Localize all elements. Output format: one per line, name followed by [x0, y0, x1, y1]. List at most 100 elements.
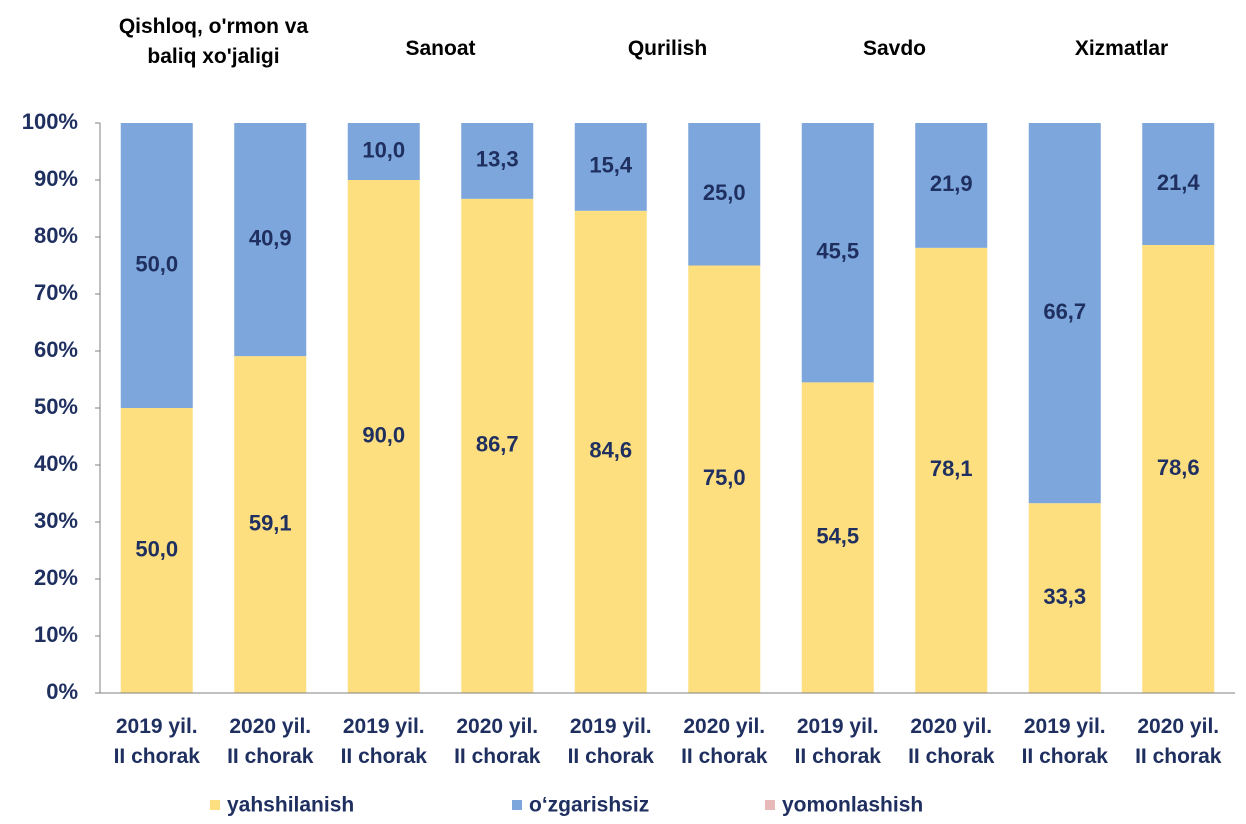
x-tick-label-line: 2019 yil.	[1024, 715, 1106, 738]
data-label: 59,1	[249, 510, 292, 535]
x-tick-label: 2020 yil. II chorak	[227, 715, 314, 768]
bar-segment	[1142, 123, 1215, 245]
x-tick-label-line: II chorak	[795, 745, 882, 768]
x-tick-label-line: 2019 yil.	[116, 715, 198, 738]
bar-segment	[574, 123, 647, 211]
legend-swatch	[210, 800, 220, 810]
x-tick-label-line: 2020 yil.	[683, 715, 765, 738]
bar-segment	[915, 123, 988, 248]
legend-label: yahshilanish	[227, 794, 354, 817]
x-tick-label-line: II chorak	[114, 745, 201, 768]
bar-segment	[347, 180, 420, 693]
group-title: Savdo	[863, 37, 926, 60]
group-title-line: Savdo	[863, 37, 926, 60]
group-title-line: Qurilish	[628, 37, 707, 60]
data-label: 66,7	[1043, 299, 1086, 324]
x-tick-label: 2020 yil. II chorak	[1135, 715, 1222, 768]
data-label: 45,5	[816, 238, 859, 263]
y-tick-label: 50%	[34, 394, 78, 419]
bar-segment	[461, 198, 534, 693]
bar-segment	[915, 247, 988, 693]
group-title-line: Sanoat	[405, 37, 475, 60]
x-tick-label-line: II chorak	[908, 745, 995, 768]
y-tick-label: 0%	[46, 679, 78, 704]
group-title-line: Xizmatlar	[1075, 37, 1168, 60]
data-label: 33,3	[1043, 584, 1086, 609]
y-tick-label: 40%	[34, 451, 78, 476]
x-tick-label-line: 2020 yil.	[229, 715, 311, 738]
data-label: 40,9	[249, 225, 292, 250]
x-tick-label: 2020 yil. II chorak	[908, 715, 995, 768]
x-tick-label-line: II chorak	[341, 745, 428, 768]
legend-label: o‘zgarishsiz	[529, 794, 649, 817]
bar-segment	[461, 123, 534, 199]
group-title: Xizmatlar	[1075, 37, 1168, 60]
x-tick-label: 2020 yil. II chorak	[681, 715, 768, 768]
data-label: 78,1	[930, 456, 973, 481]
bar-segment	[1142, 244, 1215, 694]
y-tick-label: 30%	[34, 508, 78, 533]
x-tick-label-line: 2019 yil.	[797, 715, 879, 738]
data-label: 54,5	[816, 523, 859, 548]
bar-segment	[801, 382, 874, 693]
bar-segment	[1028, 503, 1101, 693]
bar-segment	[688, 123, 761, 266]
bar-segment	[574, 210, 647, 693]
x-tick-label-line: II chorak	[1022, 745, 1109, 768]
y-tick-label: 100%	[22, 109, 78, 134]
y-tick-label: 10%	[34, 622, 78, 647]
group-title: Qishloq, o'rmon va baliq xo'jaligi	[119, 15, 309, 68]
x-tick-label-line: II chorak	[681, 745, 768, 768]
data-label: 90,0	[362, 422, 405, 447]
legend-swatch	[765, 800, 775, 810]
data-label: 75,0	[703, 465, 746, 490]
data-label: 21,9	[930, 171, 973, 196]
x-tick-label: 2019 yil. II chorak	[795, 715, 882, 768]
y-tick-label: 60%	[34, 337, 78, 362]
group-title: Qurilish	[628, 37, 707, 60]
legend-swatch	[512, 800, 522, 810]
y-tick-label: 70%	[34, 280, 78, 305]
bar-segment	[1028, 123, 1101, 504]
x-tick-label-line: II chorak	[1135, 745, 1222, 768]
data-label: 21,4	[1157, 170, 1201, 195]
bar-segment	[234, 123, 307, 357]
bar-segment	[120, 408, 193, 693]
data-label: 13,3	[476, 147, 519, 172]
data-label: 25,0	[703, 180, 746, 205]
x-tick-label-line: 2020 yil.	[456, 715, 538, 738]
data-label: 50,0	[135, 536, 178, 561]
bar-segment	[688, 265, 761, 693]
x-tick-label-line: II chorak	[454, 745, 541, 768]
data-label: 84,6	[589, 438, 632, 463]
x-tick-label-line: II chorak	[227, 745, 314, 768]
x-tick-label-line: 2019 yil.	[343, 715, 425, 738]
data-label: 86,7	[476, 432, 519, 457]
group-title-line: baliq xo'jaligi	[147, 45, 279, 68]
data-label: 15,4	[589, 153, 633, 178]
x-tick-label: 2019 yil. II chorak	[341, 715, 428, 768]
y-tick-label: 80%	[34, 223, 78, 248]
x-tick-label: 2019 yil. II chorak	[568, 715, 655, 768]
x-tick-label-line: 2020 yil.	[1137, 715, 1219, 738]
y-tick-label: 20%	[34, 565, 78, 590]
x-tick-label: 2020 yil. II chorak	[454, 715, 541, 768]
x-tick-label-line: 2020 yil.	[910, 715, 992, 738]
data-label: 10,0	[362, 137, 405, 162]
legend-label: yomonlashish	[782, 794, 923, 817]
x-tick-label: 2019 yil. II chorak	[114, 715, 201, 768]
bar-segment	[801, 123, 874, 383]
x-tick-label: 2019 yil. II chorak	[1022, 715, 1109, 768]
group-title: Sanoat	[405, 37, 475, 60]
y-tick-label: 90%	[34, 166, 78, 191]
data-label: 78,6	[1157, 455, 1200, 480]
bar-segment	[234, 356, 307, 693]
group-title-line: Qishloq, o'rmon va	[119, 15, 309, 38]
bar-segment	[120, 123, 193, 408]
x-tick-label-line: II chorak	[568, 745, 655, 768]
data-label: 50,0	[135, 251, 178, 276]
bar-segment	[347, 123, 420, 180]
x-tick-label-line: 2019 yil.	[570, 715, 652, 738]
